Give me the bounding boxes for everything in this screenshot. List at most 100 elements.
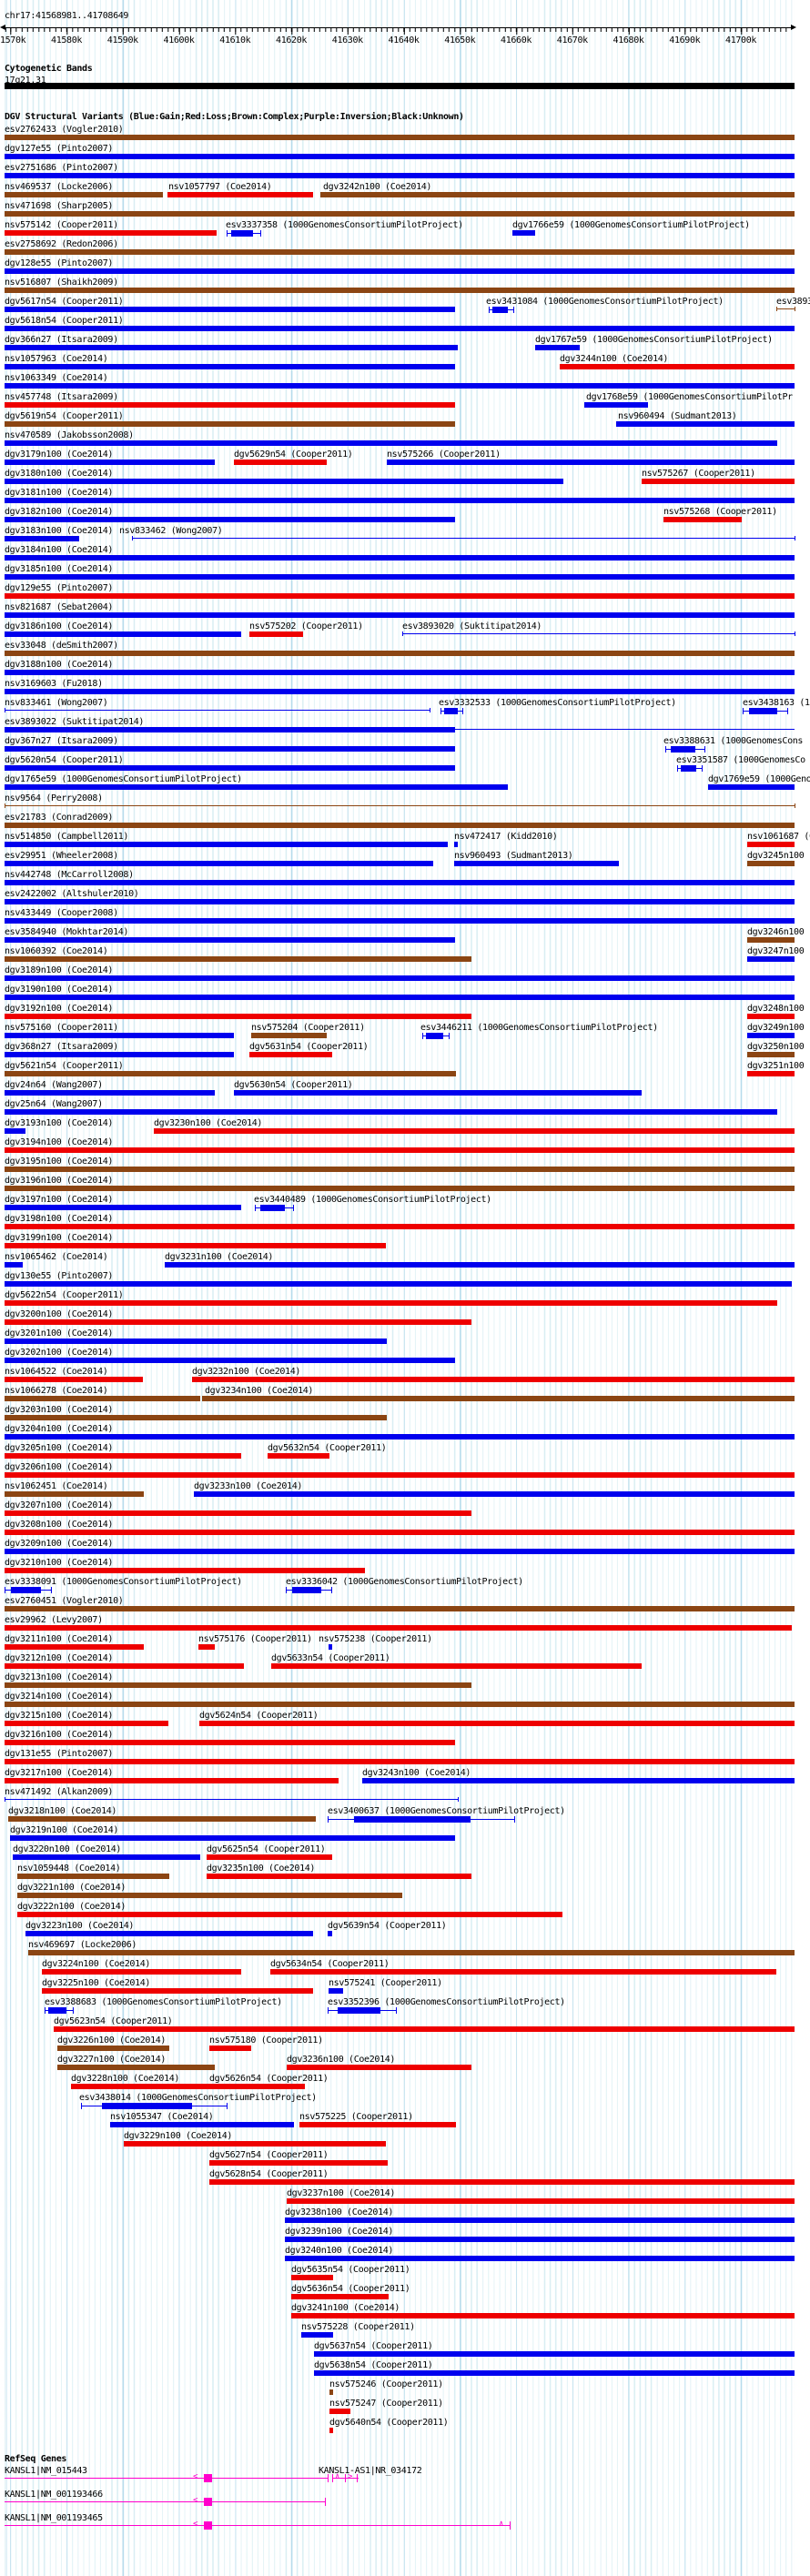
variant-label[interactable]: nsv575238 (Cooper2011) [319,1634,432,1644]
variant-label[interactable]: nsv1055347 (Coe2014) [110,2112,214,2122]
variant-label[interactable]: nsv3169603 (Fu2018) [5,679,103,689]
variant-bar[interactable] [5,498,795,503]
gene-label[interactable]: KANSL1|NM_001193465 [5,2513,103,2523]
variant-bar[interactable] [642,479,795,484]
variant-label[interactable]: nsv471492 (Alkan2009) [5,1787,114,1797]
variant-bar[interactable] [5,727,455,732]
variant-bar[interactable] [5,421,455,427]
variant-label[interactable]: dgv3249n100 (C [747,1023,810,1033]
variant-bar[interactable] [5,631,241,637]
variant-bar[interactable] [5,517,455,522]
cytoband-bar[interactable] [5,83,795,89]
variant-bar[interactable] [5,899,795,904]
variant-label[interactable]: esv3352396 (1000GenomesConsortiumPilotPr… [328,1997,565,2007]
variant-label[interactable]: dgv3240n100 (Coe2014) [285,2246,394,2256]
variant-bar[interactable] [5,460,215,465]
variant-label[interactable]: dgv3234n100 (Coe2014) [205,1386,314,1396]
variant-bar[interactable] [234,460,327,465]
variant-bar[interactable] [287,2198,795,2204]
variant-label[interactable]: nsv1063349 (Coe2014) [5,373,108,383]
variant-bar[interactable] [5,364,455,369]
variant-whisker-bar[interactable] [489,307,514,313]
variant-label[interactable]: nsv470589 (Jakobsson2008) [5,430,134,440]
variant-bar[interactable] [5,842,448,847]
variant-label[interactable]: dgv3221n100 (Coe2014) [17,1883,127,1893]
variant-label[interactable]: esv2760451 (Vogler2010) [5,1596,124,1606]
variant-bar[interactable] [5,1033,234,1038]
variant-label[interactable]: dgv1765e59 (1000GenomesConsortiumPilotPr… [5,774,242,784]
variant-label[interactable]: dgv5621n54 (Cooper2011) [5,1061,124,1071]
variant-label[interactable]: nsv575267 (Cooper2011) [642,469,755,479]
variant-label[interactable]: dgv3214n100 (Coe2014) [5,1692,114,1702]
variant-bar[interactable] [165,1262,795,1268]
variant-line[interactable] [132,538,795,539]
variant-label[interactable]: dgv127e55 (Pinto2007) [5,144,114,154]
variant-label[interactable]: esv3351587 (1000GenomesCo [676,755,805,765]
variant-label[interactable]: esv3438163 (1 [743,698,810,708]
variant-label[interactable]: nsv1060392 (Coe2014) [5,946,108,956]
variant-bar[interactable] [5,956,471,962]
variant-bar[interactable] [5,1778,339,1783]
variant-label[interactable]: dgv3206n100 (Coe2014) [5,1462,114,1472]
variant-label[interactable]: esv3893020 (Suktitipat2014) [402,621,542,631]
variant-label[interactable]: dgv3233n100 (Coe2014) [194,1481,303,1491]
variant-bar[interactable] [747,937,795,943]
variant-bar[interactable] [5,746,455,752]
variant-label[interactable]: dgv3183n100 (Coe2014) [5,526,114,536]
variant-label[interactable]: dgv3251n100 (C [747,1061,810,1071]
variant-label[interactable]: nsv960494 (Sudmant2013) [618,411,737,421]
variant-bar[interactable] [5,574,795,580]
variant-bar[interactable] [5,1530,795,1535]
variant-label[interactable]: dgv5632n54 (Cooper2011) [268,1443,387,1453]
variant-label[interactable]: nsv575247 (Cooper2011) [329,2399,443,2409]
variant-label[interactable]: dgv3188n100 (Coe2014) [5,660,114,670]
variant-label[interactable]: nsv472417 (Kidd2010) [454,832,558,842]
variant-bar[interactable] [387,460,795,465]
variant-label[interactable]: dgv3246n100 (C [747,927,810,937]
variant-whisker-bar[interactable] [5,1587,52,1593]
variant-label[interactable]: dgv3186n100 (Coe2014) [5,621,114,631]
variant-bar[interactable] [291,2294,389,2299]
variant-bar[interactable] [25,1931,313,1936]
variant-label[interactable]: esv3337358 (1000GenomesConsortiumPilotPr… [226,220,463,230]
variant-label[interactable]: dgv5625n54 (Cooper2011) [207,1844,326,1854]
gene-line[interactable] [5,2525,511,2526]
variant-label[interactable]: dgv5629n54 (Cooper2011) [234,450,353,460]
variant-bar[interactable] [5,1721,168,1726]
variant-bar[interactable] [454,861,619,866]
variant-bar[interactable] [17,1893,402,1898]
variant-label[interactable]: dgv5639n54 (Cooper2011) [328,1921,447,1931]
variant-bar[interactable] [5,536,79,541]
variant-bar[interactable] [747,842,795,847]
variant-bar[interactable] [270,1969,776,1975]
variant-bar[interactable] [207,1874,471,1879]
variant-label[interactable]: esv2751686 (Pinto2007) [5,163,118,173]
variant-bar[interactable] [329,2428,333,2433]
variant-label[interactable]: nsv1062451 (Coe2014) [5,1481,108,1491]
variant-label[interactable]: dgv3229n100 (Coe2014) [124,2131,233,2141]
variant-whisker-bar[interactable] [422,1033,450,1039]
variant-bar[interactable] [5,192,163,197]
variant-label[interactable]: dgv1766e59 (1000GenomesConsortiumPilotPr… [512,220,750,230]
variant-label[interactable]: nsv575241 (Cooper2011) [329,1978,442,1988]
variant-whisker-bar[interactable] [227,230,261,237]
variant-label[interactable]: dgv3190n100 (Coe2014) [5,985,114,995]
variant-bar[interactable] [5,1491,144,1497]
variant-bar[interactable] [5,975,795,981]
variant-label[interactable]: dgv3213n100 (Coe2014) [5,1672,114,1682]
variant-bar[interactable] [5,326,795,331]
variant-label[interactable]: nsv575204 (Cooper2011) [251,1023,365,1033]
variant-label[interactable]: esv3338091 (1000GenomesConsortiumPilotPr… [5,1577,242,1587]
variant-bar[interactable] [747,1014,795,1019]
variant-bar[interactable] [5,1759,795,1764]
variant-bar[interactable] [5,1702,795,1707]
variant-label[interactable]: esv3388683 (1000GenomesConsortiumPilotPr… [45,1997,282,2007]
variant-label[interactable]: dgv5628n54 (Cooper2011) [209,2169,329,2179]
variant-bar[interactable] [234,1090,642,1096]
variant-label[interactable]: dgv3211n100 (Coe2014) [5,1634,114,1644]
variant-label[interactable]: nsv1057797 (Coe2014) [168,182,272,192]
variant-bar[interactable] [28,1950,795,1955]
variant-label[interactable]: dgv3245n100 (C [747,851,810,861]
variant-bar[interactable] [285,2237,795,2242]
variant-bar[interactable] [5,1568,365,1573]
